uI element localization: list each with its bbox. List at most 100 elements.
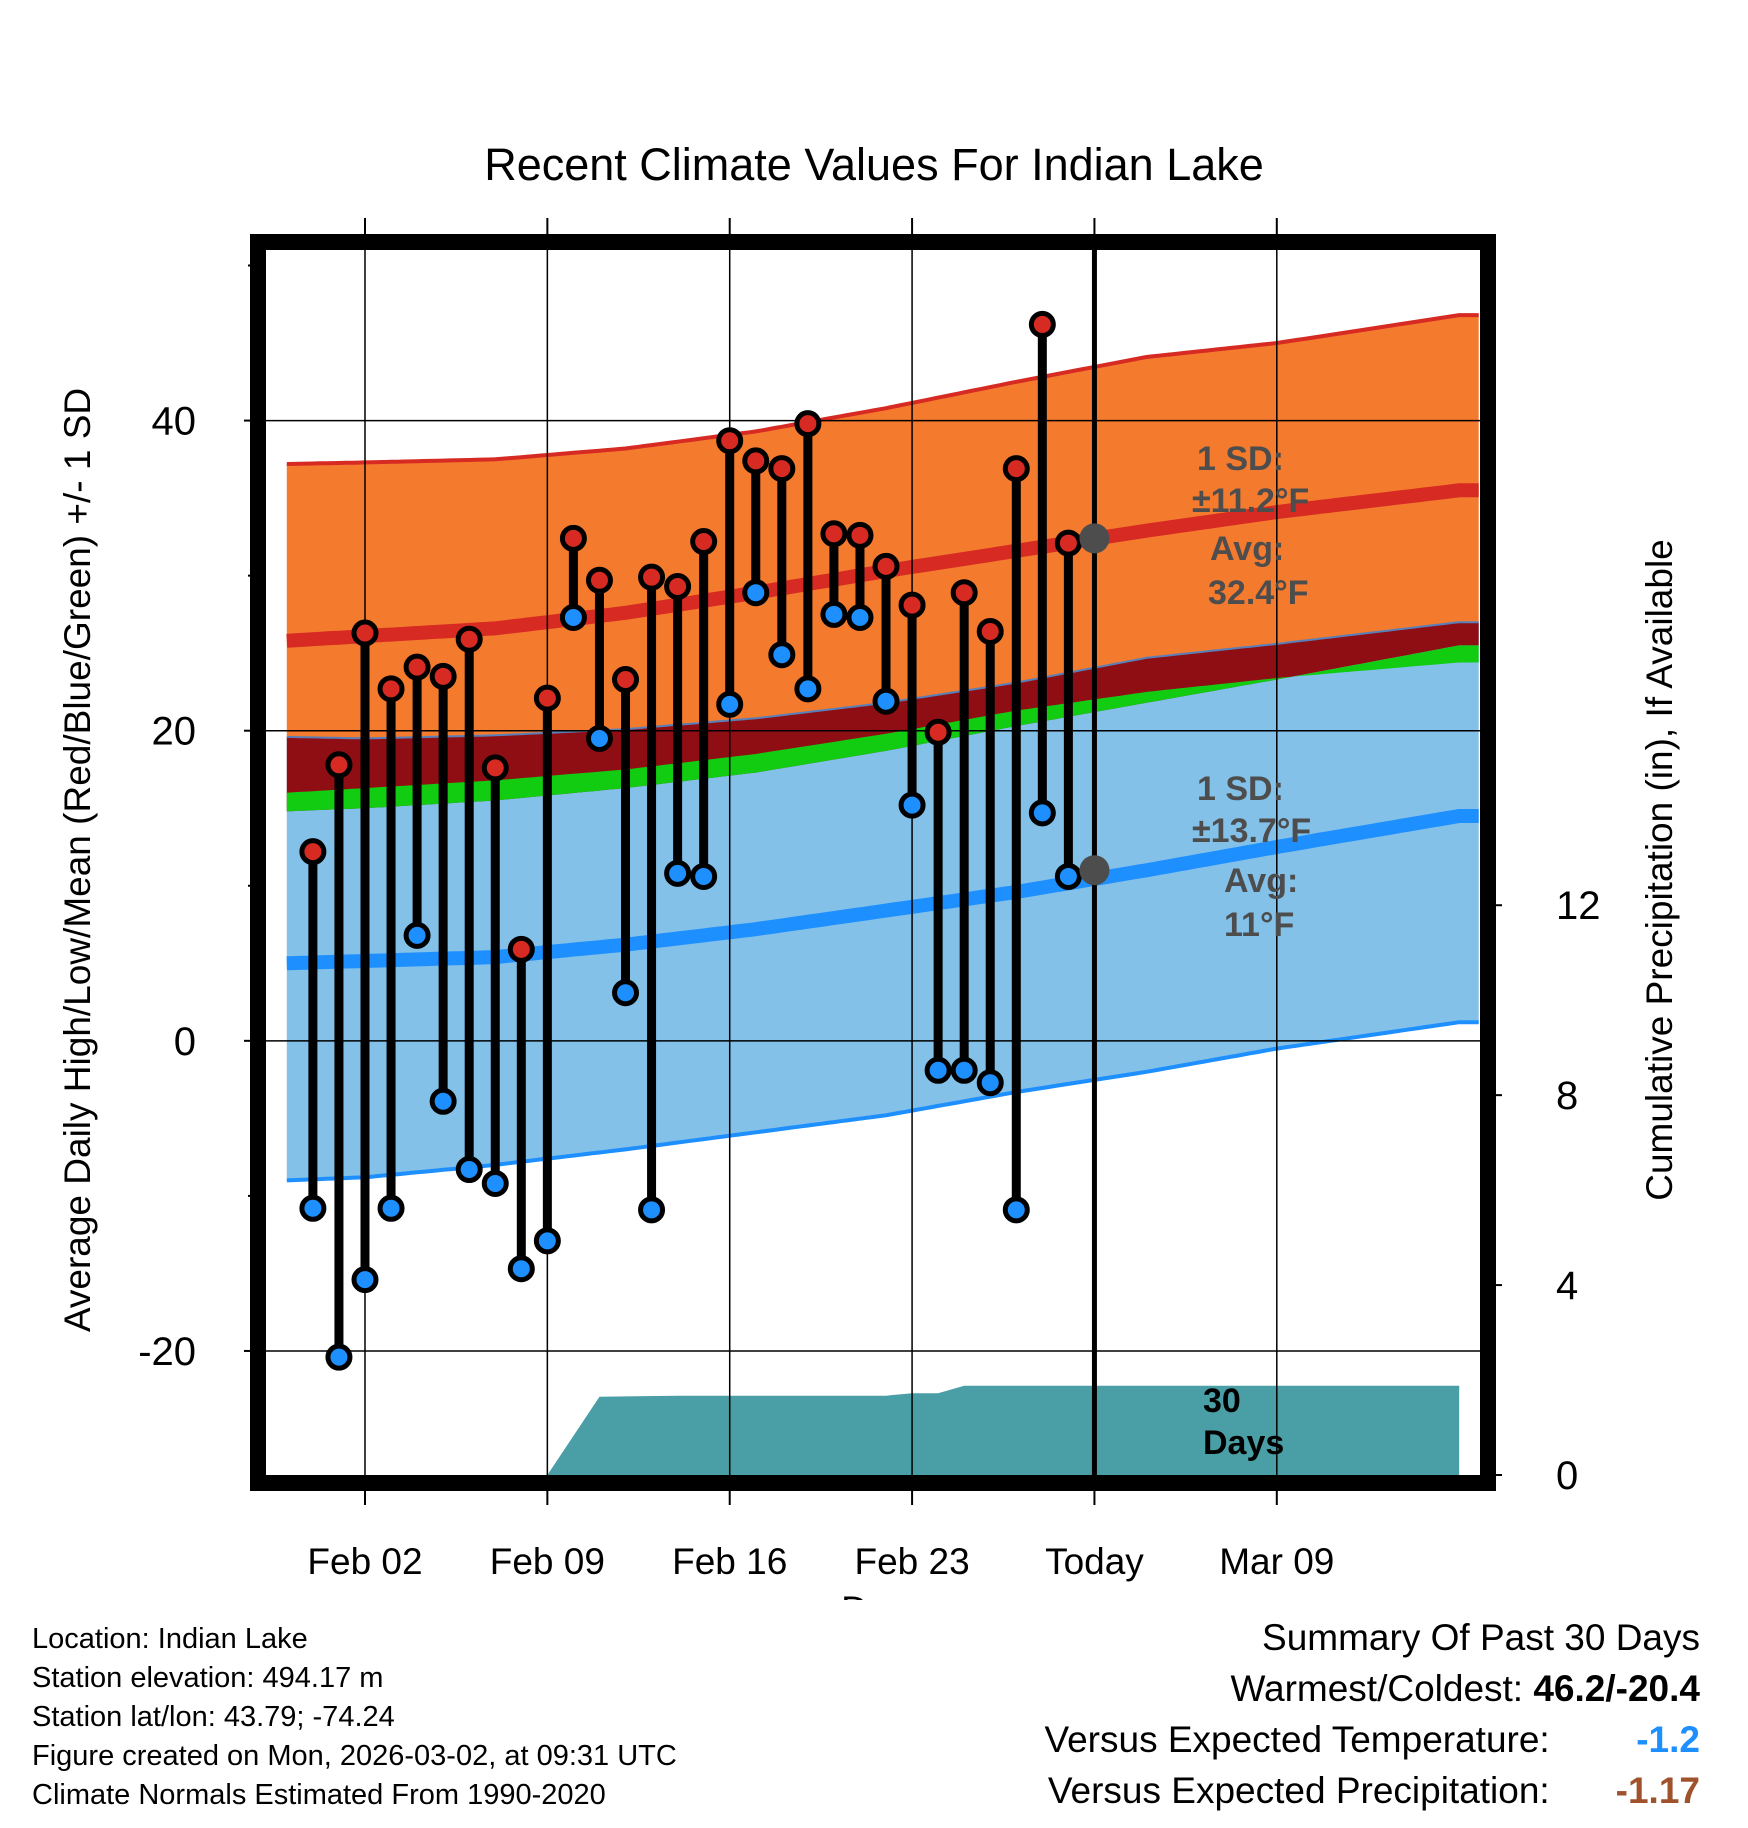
x-tick-label: Feb 02 <box>307 1541 422 1582</box>
observed-high-point <box>924 718 952 746</box>
observed-high-point <box>585 566 613 594</box>
observed-low-point <box>820 600 848 628</box>
observed-high-point <box>950 579 978 607</box>
observed-low-point <box>690 862 718 890</box>
low-avg-label: Avg: <box>1224 862 1298 900</box>
low-avg-value: 11°F <box>1224 906 1294 944</box>
observed-high-point <box>559 524 587 552</box>
observed-low-point <box>716 690 744 718</box>
temp-value: -1.2 <box>1636 1719 1700 1760</box>
y2-tick-label: 4 <box>1556 1264 1578 1308</box>
summary-precip-row: Versus Expected Precipitation: -1.17 <box>1044 1765 1700 1816</box>
observed-low-point <box>299 1194 327 1222</box>
observed-high-point <box>898 591 926 619</box>
observed-high-point <box>664 572 692 600</box>
observed-high-point <box>1002 455 1030 483</box>
observed-high-point <box>872 552 900 580</box>
observed-low-point <box>351 1266 379 1294</box>
warmest-label: Warmest/Coldest: <box>1230 1668 1524 1709</box>
elevation-text: Station elevation: 494.17 m <box>32 1662 384 1694</box>
chart-title: Recent Climate Values For Indian Lake <box>484 139 1264 190</box>
observed-low-point <box>768 641 796 669</box>
observed-high-point <box>690 528 718 556</box>
observed-low-point <box>455 1156 483 1184</box>
precip-days-number: 30 <box>1203 1382 1241 1420</box>
observed-high-point <box>716 427 744 455</box>
today-low-avg-point <box>1079 855 1110 886</box>
observed-high-point <box>1028 310 1056 338</box>
observed-low-point <box>1054 862 1082 890</box>
location-text: Location: Indian Lake <box>32 1623 308 1655</box>
high-avg-label: Avg: <box>1210 530 1284 568</box>
observed-high-point <box>638 563 666 591</box>
observed-high-point <box>612 666 640 694</box>
observed-high-point <box>507 935 535 963</box>
observed-marks <box>299 310 1082 1371</box>
y2-tick-label: 0 <box>1556 1454 1578 1498</box>
x-tick-label: Today <box>1045 1541 1144 1582</box>
observed-high-point <box>768 455 796 483</box>
normals-text: Climate Normals Estimated From 1990-2020 <box>32 1779 606 1811</box>
station-info: Location: Indian Lake Station elevation:… <box>32 1620 677 1815</box>
warmest-value: 46.2/-20.4 <box>1533 1668 1700 1709</box>
observed-low-point <box>612 979 640 1007</box>
climate-chart: Recent Climate Values For Indian Lake -2… <box>57 139 1680 1600</box>
y2-tick-label: 12 <box>1556 884 1601 928</box>
summary-warmest-row: Warmest/Coldest: 46.2/-20.4 <box>1044 1663 1700 1714</box>
x-tick-label: Feb 09 <box>490 1541 605 1582</box>
observed-low-point <box>742 579 770 607</box>
high-sd-value: ±11.2°F <box>1192 482 1309 520</box>
annotations: 1 SD: ±11.2°F Avg: 32.4°F 1 SD: ±13.7°F Avg: 11… <box>1079 440 1311 1462</box>
high-avg-value: 32.4°F <box>1208 574 1309 612</box>
observed-high-point <box>429 662 457 690</box>
observed-high-point <box>351 619 379 647</box>
observed-low-point <box>403 921 431 949</box>
precip-label: Versus Expected Precipitation: <box>1047 1770 1550 1811</box>
observed-low-point <box>429 1087 457 1115</box>
y-tick-label: 0 <box>174 1020 196 1064</box>
y-tick-label: 20 <box>152 710 197 754</box>
latlon-text: Station lat/lon: 43.79; -74.24 <box>32 1701 395 1733</box>
observed-low-point <box>559 604 587 631</box>
observed-low-point <box>1028 799 1056 827</box>
low-sd-value: ±13.7°F <box>1192 812 1311 850</box>
observed-high-point <box>377 675 405 703</box>
observed-high-point <box>742 447 770 475</box>
y-tick-label: -20 <box>138 1330 196 1374</box>
observed-high-point <box>846 521 874 549</box>
high-sd-label: 1 SD: <box>1197 440 1284 478</box>
y-tick-label: 40 <box>152 400 197 444</box>
observed-low-point <box>507 1255 535 1283</box>
observed-high-point <box>794 410 822 438</box>
x-tick-label: Feb 23 <box>854 1541 969 1582</box>
observed-low-point <box>325 1343 353 1371</box>
observed-low-point <box>481 1169 509 1197</box>
y2-tick-label: 8 <box>1556 1074 1578 1118</box>
x-axis-label: Day <box>841 1589 907 1600</box>
observed-low-point <box>924 1056 952 1084</box>
observed-low-point <box>976 1069 1004 1097</box>
observed-low-point <box>846 604 874 631</box>
low-sd-label: 1 SD: <box>1197 770 1284 808</box>
created-text: Figure created on Mon, 2026-03-02, at 09… <box>32 1740 677 1772</box>
observed-high-point <box>820 520 848 548</box>
observed-low-point <box>872 687 900 715</box>
x-tick-label: Feb 16 <box>672 1541 787 1582</box>
high-lower-overlap-band <box>286 622 1479 812</box>
axes: -20 0 20 40 0 4 8 12 Feb 02 Feb 09 Feb 16 Feb 23 Tod… <box>138 218 1601 1582</box>
observed-high-point <box>455 625 483 653</box>
summary-panel: Summary Of Past 30 Days Warmest/Coldest:… <box>1044 1612 1700 1816</box>
y-axis-label: Average Daily High/Low/Mean (Red/Blue/Gr… <box>57 388 98 1332</box>
mean-sd-band <box>286 645 1479 812</box>
high-upper-edge <box>286 313 1479 466</box>
summary-temp-row: Versus Expected Temperature: -1.2 <box>1044 1714 1700 1765</box>
temp-label: Versus Expected Temperature: <box>1044 1719 1550 1760</box>
precip-days-word: Days <box>1203 1424 1284 1462</box>
observed-high-point <box>299 838 327 866</box>
observed-high-point <box>976 617 1004 645</box>
low-lower-edge <box>286 1020 1479 1183</box>
observed-low-point <box>664 859 692 887</box>
precip-area <box>547 1385 1460 1475</box>
observed-high-point <box>533 684 561 712</box>
observed-high-point <box>481 754 509 782</box>
